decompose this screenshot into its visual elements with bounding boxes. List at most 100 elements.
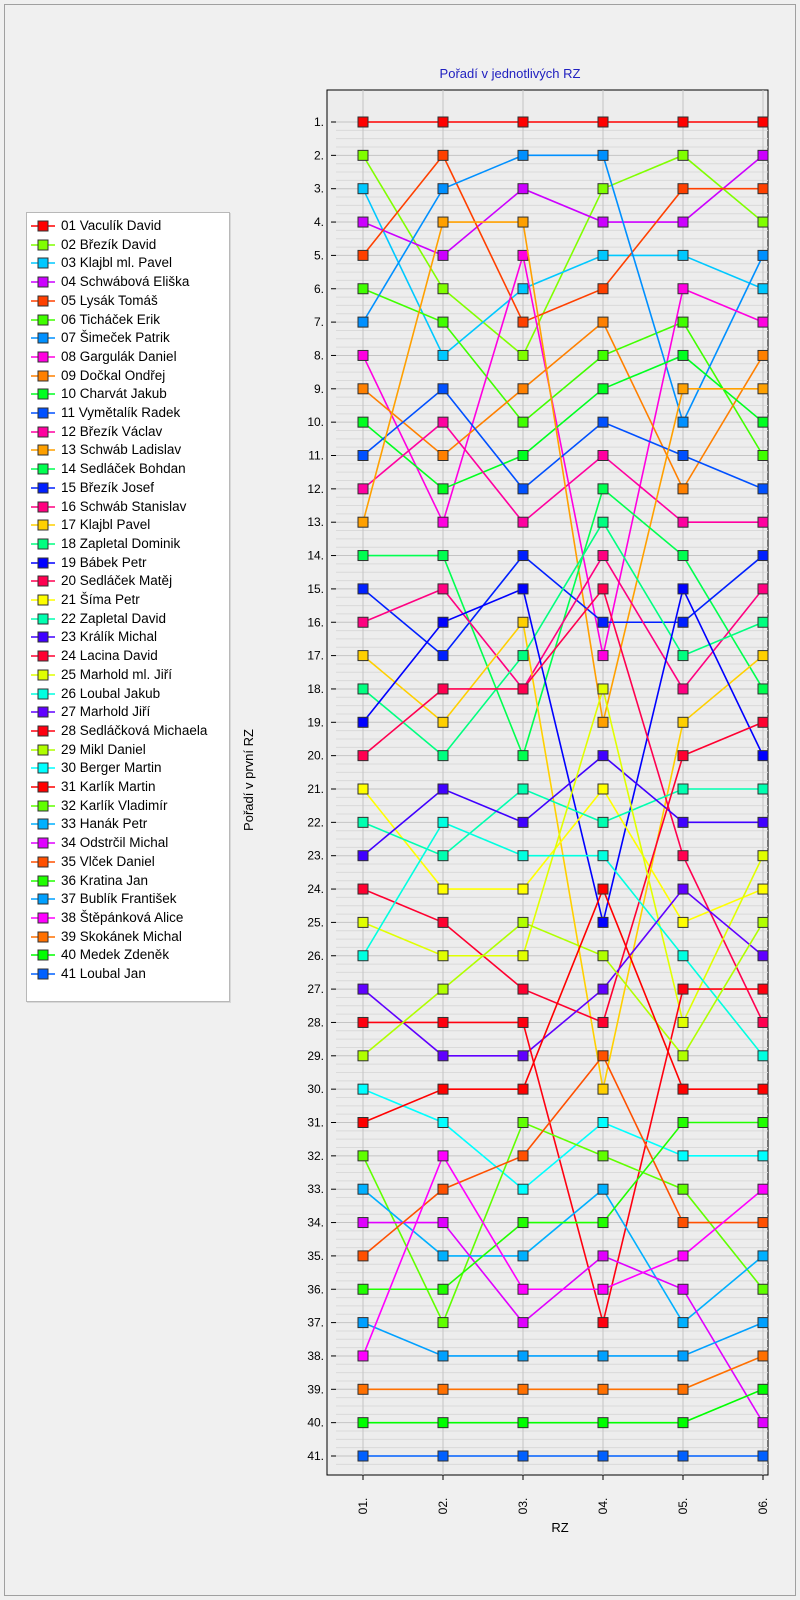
data-point: [677, 1117, 689, 1128]
data-point: [597, 750, 609, 762]
data-point: [357, 216, 369, 228]
series-line: [362, 886, 763, 1124]
data-point: [597, 1217, 609, 1229]
legend-swatch: [31, 706, 55, 718]
legend-label: 02 Březík David: [61, 236, 157, 252]
series-line: [362, 587, 764, 1023]
data-point: [757, 983, 769, 995]
x-axis-label: RZ: [551, 1520, 568, 1535]
series-31: [357, 883, 769, 1128]
data-point: [517, 116, 529, 128]
y-tick-label: 4.: [314, 215, 324, 229]
data-point: [677, 1083, 689, 1095]
y-tick-label: 5.: [314, 248, 324, 262]
data-point: [597, 583, 609, 595]
data-point: [677, 483, 689, 495]
y-tick-label: 30.: [307, 1082, 324, 1096]
data-point: [677, 450, 689, 461]
data-point: [437, 1350, 449, 1362]
data-point: [517, 1450, 529, 1462]
series-line: [362, 754, 763, 857]
series-1: [357, 116, 769, 128]
legend-label: 17 Klajbl Pavel: [61, 517, 151, 533]
data-point: [357, 783, 369, 795]
legend-swatch: [31, 931, 55, 943]
data-point: [597, 883, 609, 895]
data-point: [677, 616, 689, 628]
data-point: [437, 1083, 449, 1095]
data-point: [517, 983, 529, 995]
legend-swatch: [31, 837, 55, 849]
legend-item: 23 Králík Michal: [27, 628, 227, 647]
data-point: [757, 716, 769, 728]
data-point: [757, 249, 769, 261]
data-point: [597, 450, 609, 461]
data-point: [357, 750, 369, 762]
y-tick-label: 16.: [307, 615, 324, 629]
data-point: [357, 950, 369, 962]
data-point: [677, 816, 689, 828]
data-point: [437, 1283, 449, 1295]
legend-swatch: [31, 631, 55, 643]
legend-label: 39 Skokánek Michal: [61, 928, 182, 944]
data-point: [597, 1317, 609, 1329]
data-point: [677, 950, 689, 962]
series-9: [357, 316, 769, 495]
data-point: [597, 283, 609, 295]
data-point: [357, 1417, 369, 1429]
series-30: [357, 1083, 769, 1195]
data-point: [597, 550, 609, 562]
legend-label: 20 Sedláček Matěj: [61, 573, 173, 589]
data-point: [677, 149, 689, 161]
series-line: [362, 586, 764, 923]
legend-swatch: [31, 893, 55, 905]
legend-swatch: [31, 426, 55, 438]
data-point: [357, 283, 369, 295]
legend-item: 25 Marhold ml. Jiří: [27, 666, 227, 685]
series-29: [357, 916, 769, 1062]
data-point: [437, 1183, 449, 1195]
y-tick-label: 23.: [307, 849, 324, 863]
series-line: [362, 154, 764, 257]
series-line: [362, 188, 764, 357]
series-layer: [357, 116, 769, 1462]
data-point: [757, 1050, 769, 1062]
y-tick-label: 6.: [314, 282, 324, 296]
y-tick-label: 8.: [314, 348, 324, 362]
data-point: [357, 1283, 369, 1295]
data-point: [757, 1117, 769, 1128]
legend-label: 31 Karlík Martin: [61, 779, 156, 794]
legend-swatch: [31, 725, 55, 737]
y-tick-label: 35.: [307, 1249, 324, 1263]
data-point: [437, 583, 449, 595]
data-point: [517, 1083, 529, 1095]
data-point: [677, 316, 689, 328]
data-point: [677, 683, 689, 695]
y-tick-label: 9.: [314, 382, 324, 396]
y-tick-label: 17.: [307, 649, 324, 663]
data-point: [677, 183, 689, 195]
data-point: [437, 1317, 449, 1329]
legend-label: 29 Mikl Daniel: [61, 741, 146, 757]
y-tick-label: 32.: [307, 1149, 324, 1163]
data-point: [597, 916, 609, 928]
data-point: [597, 850, 609, 862]
legend-label: 32 Karlík Vladimír: [61, 797, 168, 813]
data-point: [517, 950, 529, 962]
data-point: [437, 1050, 449, 1062]
y-tick-label: 25.: [307, 915, 324, 929]
legend-swatch: [31, 295, 55, 307]
y-tick-label: 3.: [314, 182, 324, 196]
data-point: [517, 1350, 529, 1362]
legend-item: 10 Charvát Jakub: [27, 385, 227, 404]
data-point: [357, 616, 369, 628]
data-point: [757, 783, 769, 795]
legend-label: 36 Kratina Jan: [61, 872, 149, 888]
legend-item: 34 Odstrčil Michal: [27, 834, 227, 853]
data-point: [437, 183, 449, 195]
data-point: [757, 149, 769, 161]
legend-label: 28 Sedláčková Michaela: [61, 722, 208, 738]
legend-swatch: [31, 332, 55, 344]
data-point: [597, 1016, 609, 1028]
legend-swatch: [31, 688, 55, 699]
